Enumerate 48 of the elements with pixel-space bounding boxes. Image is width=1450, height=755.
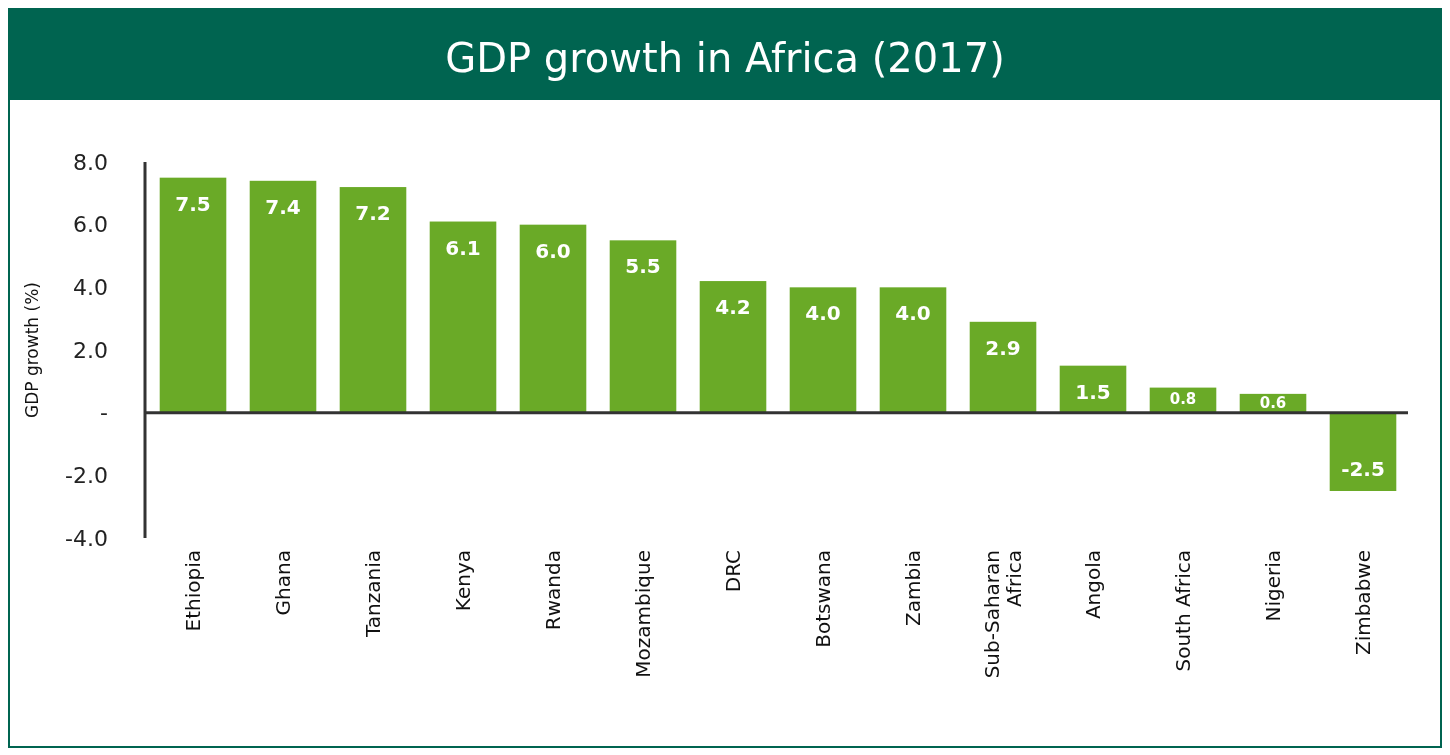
x-tick-label: DRC — [721, 550, 745, 593]
data-label: 6.1 — [445, 235, 481, 260]
data-label: 0.6 — [1259, 393, 1287, 412]
data-label: 1.5 — [1075, 379, 1111, 404]
y-tick-label: 4.0 — [73, 275, 108, 301]
data-label: 7.4 — [265, 194, 301, 219]
x-tick-label: Kenya — [451, 550, 475, 612]
x-tick-label: Tanzania — [361, 550, 385, 639]
data-label: 4.0 — [895, 301, 931, 326]
x-tick-label: Zambia — [901, 550, 925, 626]
data-label: 6.0 — [535, 238, 571, 263]
y-tick-label: -2.0 — [65, 463, 108, 489]
bar — [699, 281, 767, 413]
x-tick-label: Ghana — [271, 550, 295, 616]
data-label: 4.0 — [805, 301, 841, 326]
data-label: 7.2 — [355, 201, 391, 226]
bar — [789, 287, 857, 413]
data-label: 2.9 — [985, 335, 1021, 360]
x-tick-label: Sub-Saharan Africa — [980, 550, 1026, 679]
bar — [1329, 412, 1397, 491]
bar — [249, 180, 317, 413]
data-label: 5.5 — [625, 254, 661, 279]
x-tick-label: Nigeria — [1261, 550, 1285, 622]
bar — [609, 240, 677, 413]
x-tick-label: Angola — [1081, 550, 1105, 620]
chart-title: GDP growth in Africa (2017) — [445, 35, 1005, 81]
x-tick-label: Rwanda — [541, 550, 565, 631]
data-label: 7.5 — [175, 191, 211, 216]
x-tick-label: Mozambique — [631, 550, 655, 678]
y-tick-label: 2.0 — [73, 337, 108, 363]
x-tick-label: Ethiopia — [181, 550, 205, 632]
bar — [339, 187, 407, 413]
data-label: -2.5 — [1341, 457, 1385, 481]
bar — [879, 287, 947, 413]
data-label: 0.8 — [1169, 390, 1197, 409]
x-tick-label: South Africa — [1171, 550, 1195, 672]
x-tick-label: Zimbabwe — [1351, 550, 1375, 656]
bar — [429, 221, 497, 413]
y-tick-label: 6.0 — [73, 212, 108, 238]
data-label: 4.2 — [715, 295, 751, 320]
bar — [159, 177, 227, 413]
bar — [519, 224, 587, 413]
y-tick-label: - — [100, 400, 108, 426]
bar — [969, 321, 1037, 413]
y-tick-label: -4.0 — [65, 525, 108, 551]
y-tick-label: 8.0 — [73, 149, 108, 175]
x-tick-label: Botswana — [811, 550, 835, 648]
y-axis-title: GDP growth (%) — [22, 282, 42, 418]
